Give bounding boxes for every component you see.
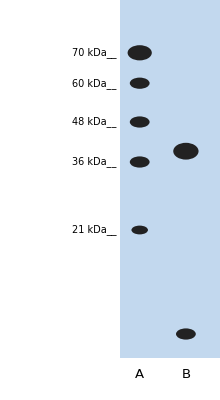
Text: 21 kDa__: 21 kDa__ xyxy=(72,224,117,236)
Ellipse shape xyxy=(130,78,150,89)
Ellipse shape xyxy=(132,226,148,234)
Ellipse shape xyxy=(128,45,152,60)
FancyBboxPatch shape xyxy=(120,0,220,358)
Text: B: B xyxy=(181,368,191,380)
Ellipse shape xyxy=(130,156,150,168)
Ellipse shape xyxy=(130,116,150,128)
Ellipse shape xyxy=(173,143,198,160)
Text: A: A xyxy=(135,368,144,380)
Text: 60 kDa__: 60 kDa__ xyxy=(72,78,117,89)
Text: 36 kDa__: 36 kDa__ xyxy=(72,156,117,168)
Ellipse shape xyxy=(176,328,196,340)
Text: 70 kDa__: 70 kDa__ xyxy=(72,47,117,58)
Text: 48 kDa__: 48 kDa__ xyxy=(72,116,117,128)
